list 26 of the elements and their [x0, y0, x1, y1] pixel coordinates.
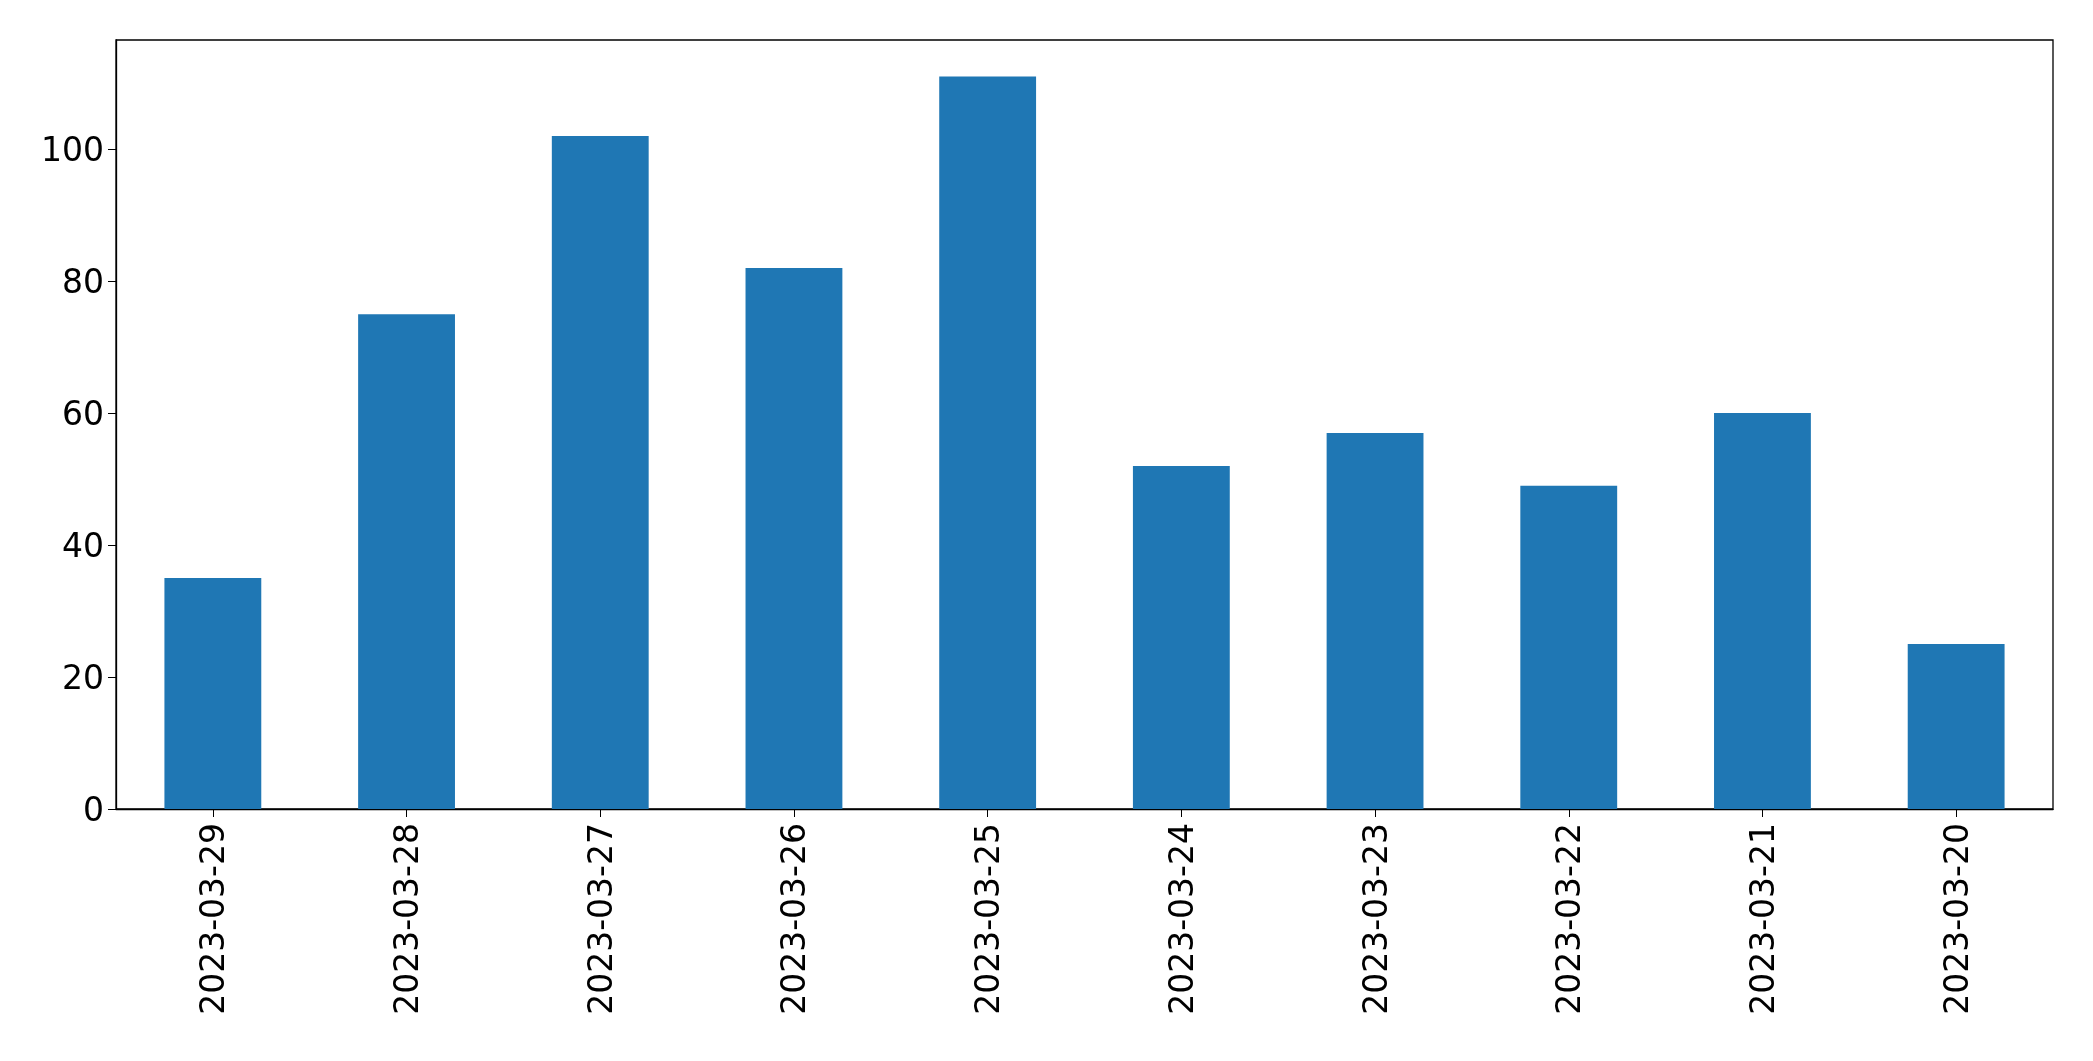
- bar: [1132, 465, 1230, 809]
- x-tick-label: 2023-03-21: [1742, 823, 1782, 1015]
- x-tick-label: 2023-03-22: [1549, 823, 1589, 1015]
- x-tick-label: 2023-03-25: [968, 823, 1008, 1015]
- y-tick-label: 60: [62, 393, 104, 433]
- x-tick-label: 2023-03-27: [580, 823, 620, 1015]
- x-tick-label: 2023-03-24: [1161, 823, 1201, 1015]
- y-tick-label: 100: [41, 129, 104, 169]
- x-tick-label: 2023-03-23: [1355, 823, 1395, 1015]
- x-tick-label: 2023-03-29: [193, 823, 233, 1015]
- y-tick-label: 40: [62, 525, 104, 565]
- bar: [358, 314, 455, 809]
- y-tick-label: 20: [62, 657, 104, 697]
- bar: [1907, 644, 2005, 809]
- bar: [1714, 413, 1811, 809]
- bar: [164, 578, 262, 809]
- bar: [551, 136, 649, 809]
- bar: [1326, 432, 1424, 809]
- bar: [1520, 485, 1618, 809]
- x-tick-label: 2023-03-28: [387, 823, 427, 1015]
- x-tick-label: 2023-03-20: [1936, 823, 1976, 1015]
- y-tick-label: 80: [62, 261, 104, 301]
- x-tick-label: 2023-03-26: [774, 823, 814, 1015]
- y-tick-label: 0: [83, 789, 104, 829]
- bar: [939, 76, 1037, 809]
- bar: [745, 267, 843, 809]
